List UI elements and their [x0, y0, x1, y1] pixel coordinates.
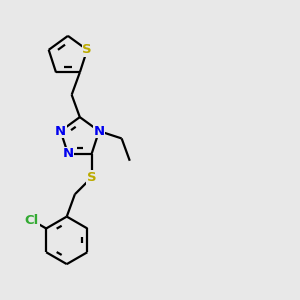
- Text: Cl: Cl: [25, 214, 39, 227]
- Text: N: N: [55, 124, 66, 138]
- Text: N: N: [62, 147, 74, 160]
- Text: S: S: [82, 44, 92, 56]
- Text: N: N: [94, 124, 105, 138]
- Text: S: S: [87, 171, 97, 184]
